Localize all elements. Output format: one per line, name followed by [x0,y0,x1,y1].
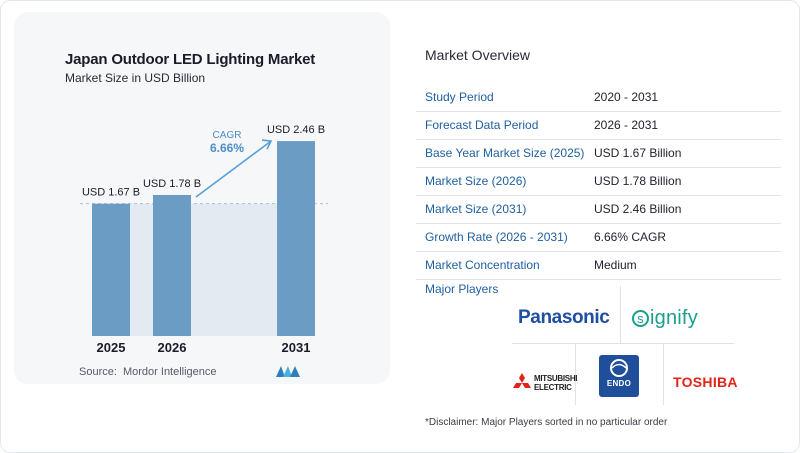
overview-row-key: Forecast Data Period [425,118,539,132]
signify-logo-text: ignify [650,307,698,329]
overview-title: Market Overview [425,47,531,63]
x-tick-label: 2025 [97,340,126,355]
players-grid-divider [512,343,734,344]
mitsubishi-line2: ELECTRIC [534,383,572,392]
overview-row-value: 2026 - 2031 [594,118,659,132]
players-grid-divider [620,286,621,344]
panasonic-logo: Panasonic [518,307,610,328]
players-grid-divider [663,343,664,405]
mitsubishi-electric-logo: MITSUBISHI ELECTRIC [512,372,578,397]
overview-row: Forecast Data Period 2026 - 2031 [416,112,781,140]
source-value: Mordor Intelligence [122,366,217,378]
bar-chart: USD 1.67 B 2025 USD 1.78 B 2026 USD 2.46 B 20… [80,124,328,355]
overview-row-key: Study Period [425,90,494,104]
major-players-title: Major Players [425,282,499,296]
overview-row: Market Size (2026) USD 1.78 Billion [416,168,781,196]
overview-row-value: Medium [594,258,637,272]
bar-value-label: USD 1.78 B [143,178,201,190]
cagr-label: CAGR [213,130,242,141]
cagr-arrow [195,140,272,198]
signify-logo: s ignify [632,307,698,330]
overview-row-value: USD 1.67 Billion [594,146,682,160]
bar [277,141,315,336]
overview-row: Study Period 2020 - 2031 [416,84,781,112]
disclaimer: *Disclaimer: Major Players sorted in no … [425,417,668,428]
chart-title: Japan Outdoor LED Lighting Market [65,51,316,68]
overview-row-key: Market Size (2031) [425,202,527,216]
overview-row-key: Base Year Market Size (2025) [425,146,585,160]
overview-row-value: 2020 - 2031 [594,90,659,104]
endo-logo-text: ENDO [606,379,632,388]
cagr-value: 6.66% [210,141,244,155]
overview-row: Base Year Market Size (2025) USD 1.67 Bil… [416,140,781,168]
mitsubishi-line1: MITSUBISHI [534,374,578,383]
toshiba-logo: TOSHIBA [673,374,738,390]
source-line: Source: Mordor Intelligence [79,366,217,378]
overview-row-key: Market Concentration [425,258,540,272]
overview-row-key: Growth Rate (2026 - 2031) [425,230,568,244]
overview-table: Study Period 2020 - 2031 Forecast Data Per… [416,84,781,280]
bar-value-label: USD 2.46 B [267,124,325,136]
players-grid-divider [575,343,576,405]
mordor-intelligence-logo-icon [276,366,300,377]
bar-value-label: USD 1.67 B [82,187,140,199]
cagr-arrowhead-icon [261,139,273,150]
overview-row-value: USD 2.46 Billion [594,202,682,216]
x-tick-label: 2031 [282,340,311,355]
x-tick-label: 2026 [158,340,187,355]
source-label: Source: [79,366,117,378]
overview-row-key: Market Size (2026) [425,174,527,188]
signify-ring-icon: s [632,310,649,327]
endo-logo: ENDO [599,355,639,397]
overview-row: Growth Rate (2026 - 2031) 6.66% CAGR [416,224,781,252]
overview-row: Market Concentration Medium [416,252,781,280]
endo-emblem-icon [610,359,628,377]
overview-row-value: USD 1.78 Billion [594,174,682,188]
baseline-band [130,203,277,336]
overview-row: Market Size (2031) USD 2.46 Billion [416,196,781,224]
overview-row-value: 6.66% CAGR [594,230,667,244]
bar [92,203,130,336]
bar [153,194,191,336]
mitsubishi-diamonds-icon [513,373,531,388]
chart-subtitle: Market Size in USD Billion [65,71,206,85]
